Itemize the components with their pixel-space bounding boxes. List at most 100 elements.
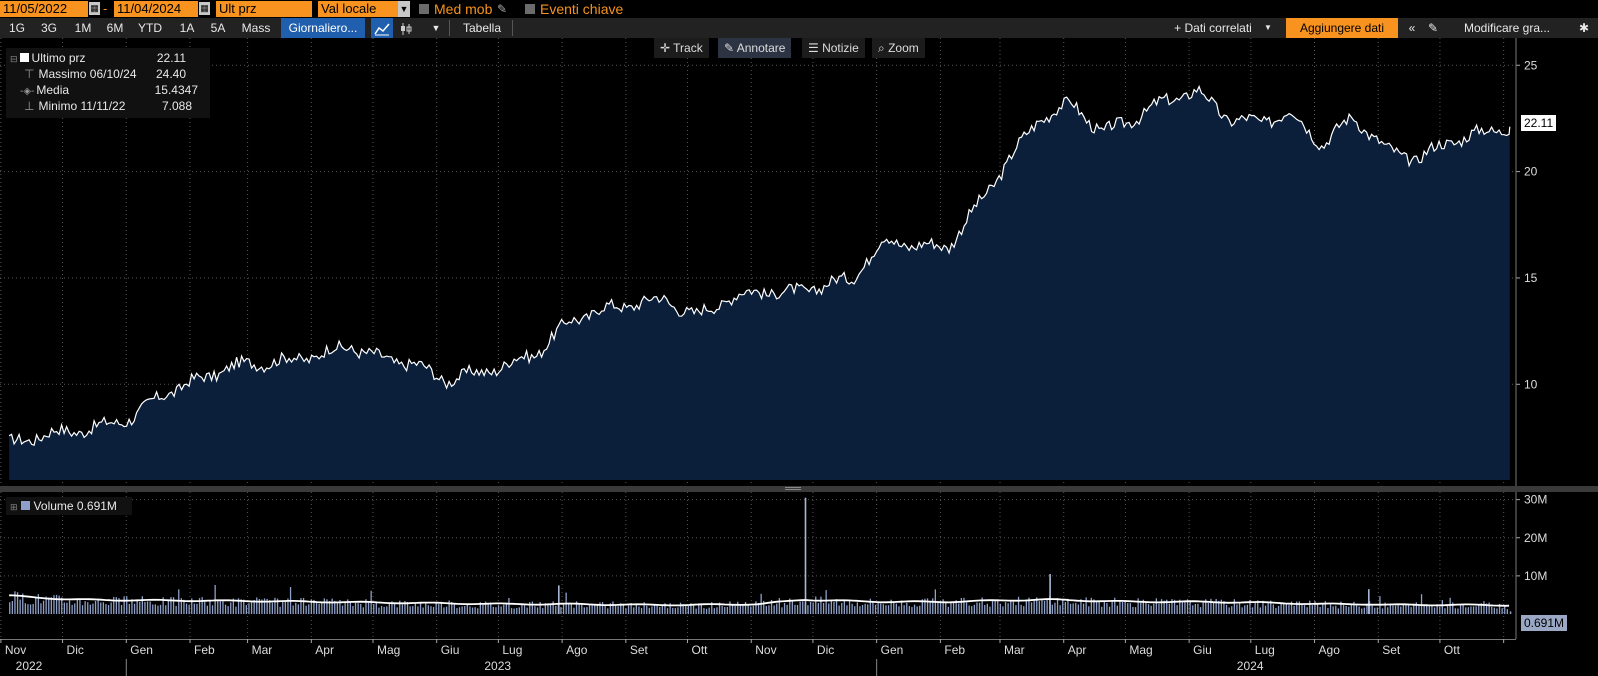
volume-bar [113,596,115,614]
volume-bar [1054,602,1056,614]
volume-chart[interactable]: 30M 20M 10M [0,492,1598,639]
legend-row-last[interactable]: ⊟ Ultimo prz 22.11 [10,51,186,65]
table-button[interactable]: Tabella [462,21,502,35]
chevron-down-icon[interactable]: ▼ [431,23,441,33]
volume-bar [422,607,424,614]
calendar-icon[interactable]: ▦ [199,2,210,15]
period-1a-button[interactable]: 1A [179,21,195,35]
period-5a-button[interactable]: 5A [210,21,226,35]
volume-bar [417,606,419,614]
volume-legend[interactable]: ⊞ Volume 0.691M [6,497,132,515]
volume-bar [1077,604,1079,614]
volume-bar [196,603,198,614]
volume-bar [1381,608,1384,614]
period-max-button[interactable]: Mass [241,21,271,35]
period-3g-button[interactable]: 3G [40,21,57,35]
moving-average-label[interactable]: Med mob [434,1,493,17]
volume-bar [1127,603,1129,614]
frequency-selector[interactable]: Giornaliero... [281,18,365,38]
price-chart[interactable]: 25 20 15 10 [0,38,1598,486]
volume-bar [630,603,632,614]
volume-bar [568,602,570,614]
volume-bar [1095,601,1098,614]
volume-bar [664,603,666,614]
volume-bar [965,602,968,614]
volume-bar [1459,605,1462,614]
legend-row-high[interactable]: ⊤ Massimo 06/10/24 24.40 [24,67,186,81]
edit-chart-button[interactable]: Modificare gra... [1463,21,1551,35]
related-data-button[interactable]: + Dati correlati [1174,21,1252,35]
calendar-icon[interactable]: ▦ [89,2,100,15]
volume-bar [734,605,736,614]
volume-bar [24,603,26,614]
volume-bar [300,598,302,614]
volume-bar [144,601,146,614]
volume-bar [523,605,526,614]
volume-bar [1124,600,1126,614]
collapse-icon[interactable]: « [1408,21,1416,35]
y-tick-label: 30M [1524,493,1547,507]
start-date-field[interactable]: 11/05/2022 [0,1,88,17]
volume-bar [1267,602,1269,614]
legend-row-low[interactable]: ⊥ Minimo 11/11/22 7.088 [24,99,192,113]
volume-bar [698,603,700,614]
x-tick-label: Mag [1129,643,1152,657]
legend-row-average[interactable]: -◈- Media 15.4347 [20,83,198,97]
volume-bar [1007,603,1009,614]
volume-bar [500,606,502,614]
volume-bar [79,598,81,614]
volume-bar [529,602,531,614]
candlestick-icon[interactable] [397,18,415,38]
volume-bar [1475,606,1477,614]
volume-bar [383,606,385,614]
track-tool[interactable]: ✛ Track [654,38,709,58]
field-selector[interactable]: Ult prz [216,1,312,17]
volume-bar [503,604,505,614]
panel-divider[interactable] [0,486,1598,492]
chevron-down-icon[interactable]: ▼ [1264,23,1272,32]
volume-bar [744,602,747,614]
volume-bar [742,604,744,614]
gear-icon[interactable]: ✱ [1578,21,1590,35]
volume-bar [68,600,71,614]
volume-bar [1431,605,1433,614]
period-1m-button[interactable]: 1M [74,21,92,35]
volume-bar [820,596,822,614]
volume-bar [1103,600,1105,614]
volume-bar [71,604,73,614]
period-ytd-button[interactable]: YTD [138,21,162,35]
chevron-down-icon[interactable]: ▼ [398,1,410,17]
volume-bar [526,607,528,614]
volume-bar [188,604,190,614]
volume-bar [534,606,536,614]
volume-bar [1311,605,1313,614]
volume-bar [276,598,279,614]
zoom-tool[interactable]: ⌕ Zoom [872,38,925,58]
volume-bar [419,602,422,614]
volume-bar [960,598,962,614]
currency-selector[interactable]: Val locale [318,1,398,17]
volume-bar [29,604,32,614]
volume-bar [859,606,861,614]
period-1g-button[interactable]: 1G [8,21,25,35]
key-events-label[interactable]: Eventi chiave [540,1,624,17]
pencil-icon[interactable]: ✎ [497,2,508,16]
volume-bar [1389,603,1391,614]
pencil-icon[interactable]: ✎ [1427,21,1439,35]
period-6m-button[interactable]: 6M [106,21,124,35]
moving-average-checkbox[interactable] [419,4,429,14]
end-date-field[interactable]: 11/04/2024 [114,1,198,17]
volume-bar [1059,605,1061,614]
news-tool[interactable]: ☰ Notizie [802,38,865,58]
x-tick-label: Set [630,643,649,657]
volume-bar [1363,607,1365,614]
volume-bar [1368,589,1370,614]
volume-bar [809,602,812,614]
volume-bar [1444,608,1446,614]
key-events-checkbox[interactable] [525,4,535,14]
add-data-button[interactable]: Aggiungere dati [1286,18,1398,38]
annotate-tool[interactable]: ✎ Annotare [718,38,792,58]
volume-bar [261,599,263,614]
line-chart-icon[interactable] [371,18,393,38]
volume-bar [399,600,401,614]
